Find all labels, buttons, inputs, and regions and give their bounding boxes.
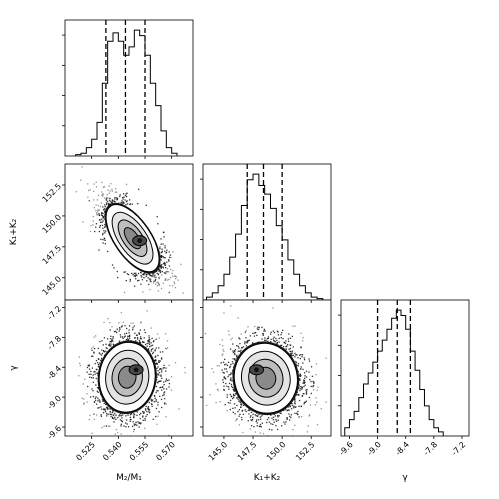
histogram-g <box>340 299 470 437</box>
x-axis-label-q: M₂/M₁ <box>116 473 142 483</box>
histogram-step-g <box>344 309 444 436</box>
x-tick-label-k: 145.0 <box>207 440 230 463</box>
y-tick-label-k: 152.5 <box>41 182 64 205</box>
y-tick-label-k: 145.0 <box>41 274 64 297</box>
x-tick-label-g: -8.4 <box>394 440 411 457</box>
x-tick-label-g: -9.6 <box>337 440 354 457</box>
x-tick-label-q: 0.540 <box>101 440 124 463</box>
scatter-q-vs-k <box>64 163 194 301</box>
scatter-q-vs-g <box>64 299 194 437</box>
histogram-step-q <box>75 29 178 156</box>
histogram-q <box>64 19 194 157</box>
y-axis-label-k: K₁+K₂ <box>9 218 19 245</box>
x-axis-label-k: K₁+K₂ <box>254 473 281 483</box>
y-tick-label-g: -9.6 <box>46 424 63 441</box>
y-tick-label-g: -9.0 <box>46 394 63 411</box>
x-tick-label-g: -7.2 <box>450 440 467 457</box>
panel-frame <box>202 163 332 301</box>
histogram-k <box>202 163 332 301</box>
x-tick-label-k: 150.0 <box>265 440 288 463</box>
x-tick-label-g: -7.8 <box>422 440 439 457</box>
histogram-step-k <box>205 173 324 300</box>
x-tick-label-q: 0.555 <box>128 440 151 463</box>
x-tick-label-q: 0.570 <box>154 440 177 463</box>
peak-core <box>137 238 143 244</box>
panel-frame <box>64 299 194 437</box>
panel-frame <box>202 299 332 437</box>
x-tick-label-g: -9.0 <box>366 440 383 457</box>
x-tick-label-k: 147.5 <box>236 440 259 463</box>
y-axis-label-g: γ <box>9 365 19 371</box>
y-tick-label-k: 147.5 <box>41 244 64 267</box>
sample-points <box>204 305 327 436</box>
scatter-k-vs-g <box>202 299 332 437</box>
panel-frame <box>340 299 470 437</box>
panel-frame <box>64 19 194 157</box>
peak-core <box>254 367 259 373</box>
axis-labels: M₂/M₁ K₁+K₂ γ K₁+K₂ γ <box>9 218 408 483</box>
x-tick-label-q: 0.525 <box>74 440 97 463</box>
y-tick-label-g: -7.2 <box>46 304 63 321</box>
x-axis-label-g: γ <box>402 473 408 483</box>
x-tick-label-k: 152.5 <box>294 440 317 463</box>
y-tick-label-k: 150.0 <box>41 213 64 236</box>
peak-core <box>133 367 139 373</box>
y-tick-label-g: -7.8 <box>46 334 63 351</box>
y-tick-label-g: -8.4 <box>46 364 63 381</box>
